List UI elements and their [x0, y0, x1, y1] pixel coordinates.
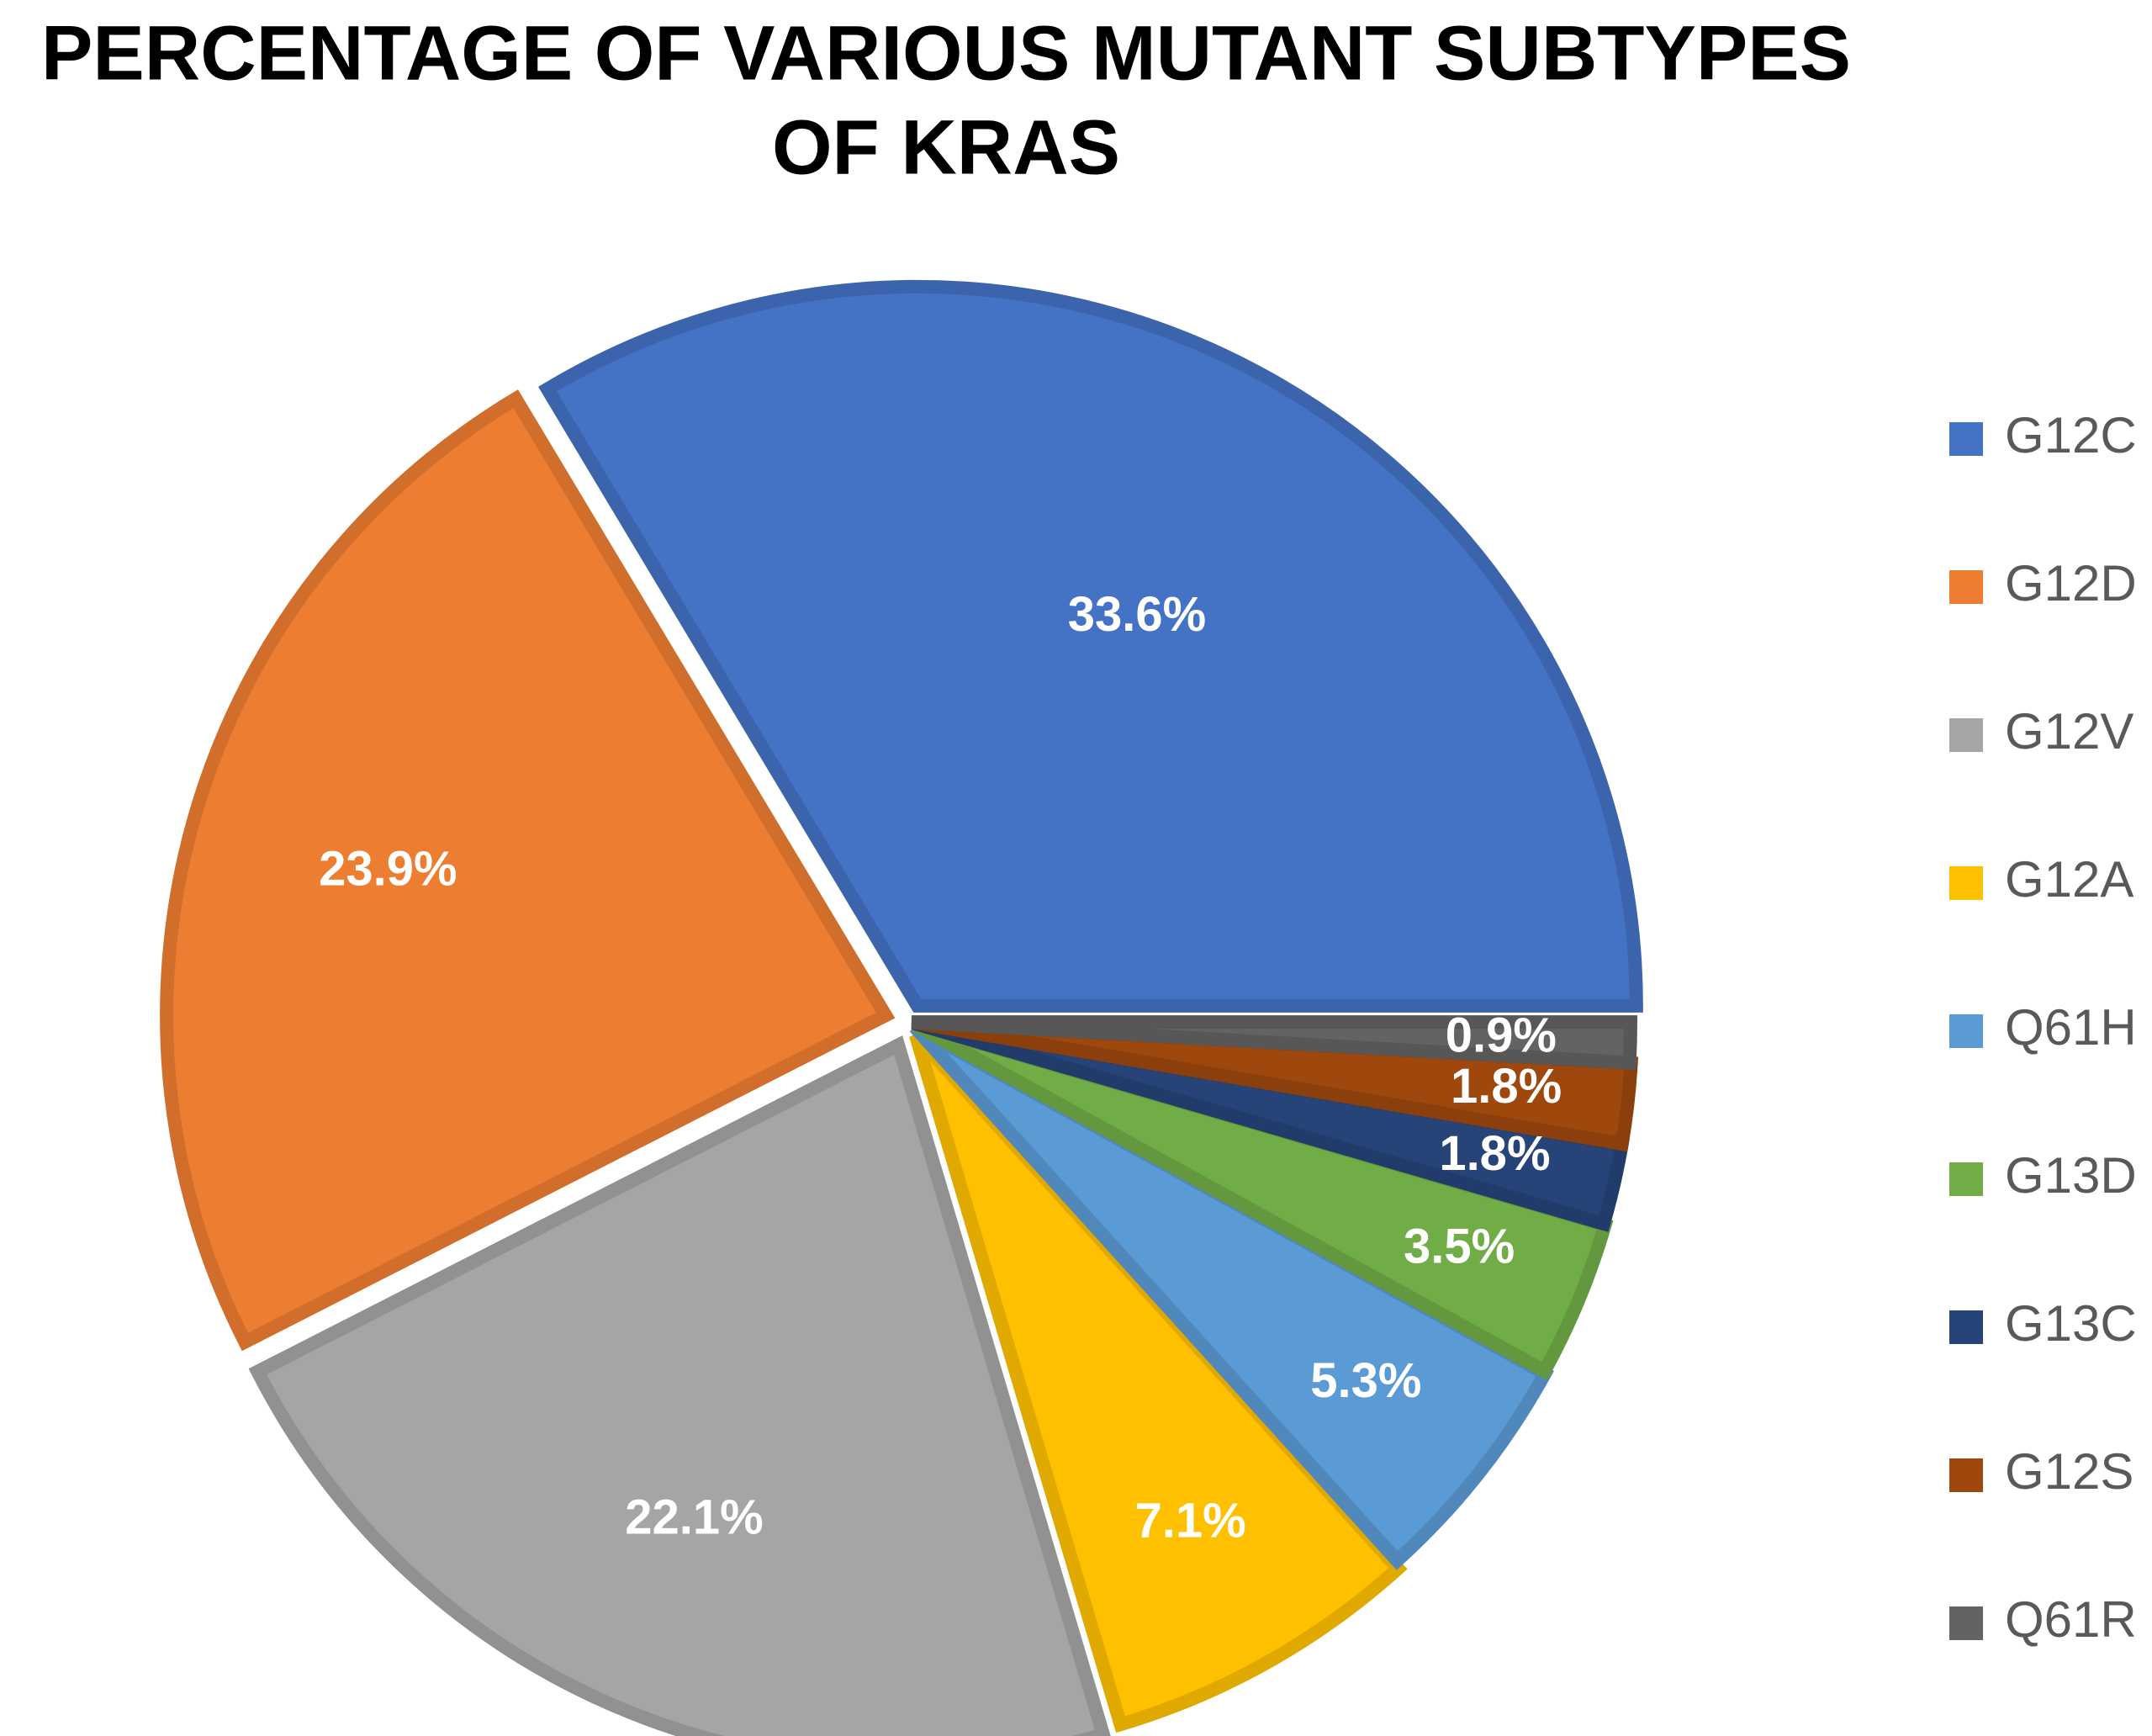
legend-item-g12v: G12V [1949, 703, 2133, 760]
data-label-g12v: 22.1% [625, 1490, 763, 1545]
legend-label-g12v: G12V [2005, 703, 2133, 760]
legend-item-g12a: G12A [1949, 851, 2133, 908]
legend-item-g13c: G13C [1949, 1295, 2137, 1352]
legend-swatch-g12s [1949, 1458, 1983, 1492]
data-label-g12a: 7.1% [1134, 1493, 1245, 1548]
legend-swatch-g12a [1949, 866, 1983, 900]
legend-swatch-g12c [1949, 422, 1983, 456]
legend-swatch-g13c [1949, 1310, 1983, 1344]
legend-swatch-g12d [1949, 570, 1983, 604]
legend-label-g12d: G12D [2005, 555, 2137, 611]
legend-swatch-q61h [1949, 1014, 1983, 1048]
legend-item-g12c: G12C [1949, 407, 2137, 463]
legend-item-g12d: G12D [1949, 555, 2137, 611]
data-label-g13c: 1.8% [1439, 1126, 1550, 1181]
data-label-g12c: 33.6% [1068, 587, 1206, 642]
legend-item-q61h: Q61H [1949, 999, 2137, 1056]
data-label-q61h: 5.3% [1310, 1353, 1421, 1408]
legend-label-g12a: G12A [2005, 851, 2133, 908]
legend-item-q61r: Q61R [1949, 1591, 2137, 1648]
data-label-q61r: 0.9% [1446, 1008, 1557, 1062]
data-label-g13d: 3.5% [1404, 1220, 1515, 1274]
pie-data-labels: 33.6%23.9%22.1% 7.1%5.3%3.5%1.8%1.8%0.9% [319, 587, 1562, 1548]
legend-swatch-q61r [1949, 1606, 1983, 1640]
legend-swatch-g13d [1949, 1162, 1983, 1196]
pie-slice-q61h [909, 1021, 1554, 1570]
chart-title: PERCENTAGE OF VARIOUS MUTANT SUBTYPES OF… [41, 10, 1851, 190]
legend-label-g12c: G12C [2005, 407, 2137, 463]
pie-slice-q61r [911, 1015, 1638, 1070]
legend-label-g12s: G12S [2005, 1443, 2133, 1500]
chart-title-line-2: OF KRAS [772, 104, 1120, 190]
chart-title-line-1: PERCENTAGE OF VARIOUS MUTANT SUBTYPES [41, 10, 1851, 96]
legend-label-q61h: Q61H [2005, 999, 2137, 1056]
data-label-g12s: 1.8% [1451, 1059, 1562, 1114]
pie-slice-g12v [248, 1035, 1111, 1736]
chart-legend: G12C G12D G12V G12A Q61H G13D G13C G12S Q61R [1949, 407, 2137, 1648]
legend-item-g13d: G13D [1949, 1147, 2137, 1204]
legend-label-g13d: G13D [2005, 1147, 2137, 1204]
legend-item-g12s: G12S [1949, 1443, 2133, 1500]
legend-label-g13c: G13C [2005, 1295, 2137, 1352]
legend-label-q61r: Q61R [2005, 1591, 2137, 1648]
data-label-g12d: 23.9% [319, 842, 457, 897]
pie-slice-g12c [538, 279, 1643, 1013]
pie-slice-g12a [909, 1030, 1408, 1733]
pie-slice-g12d [160, 389, 896, 1352]
legend-swatch-g12v [1949, 718, 1983, 752]
pie-slices [160, 279, 1643, 1736]
